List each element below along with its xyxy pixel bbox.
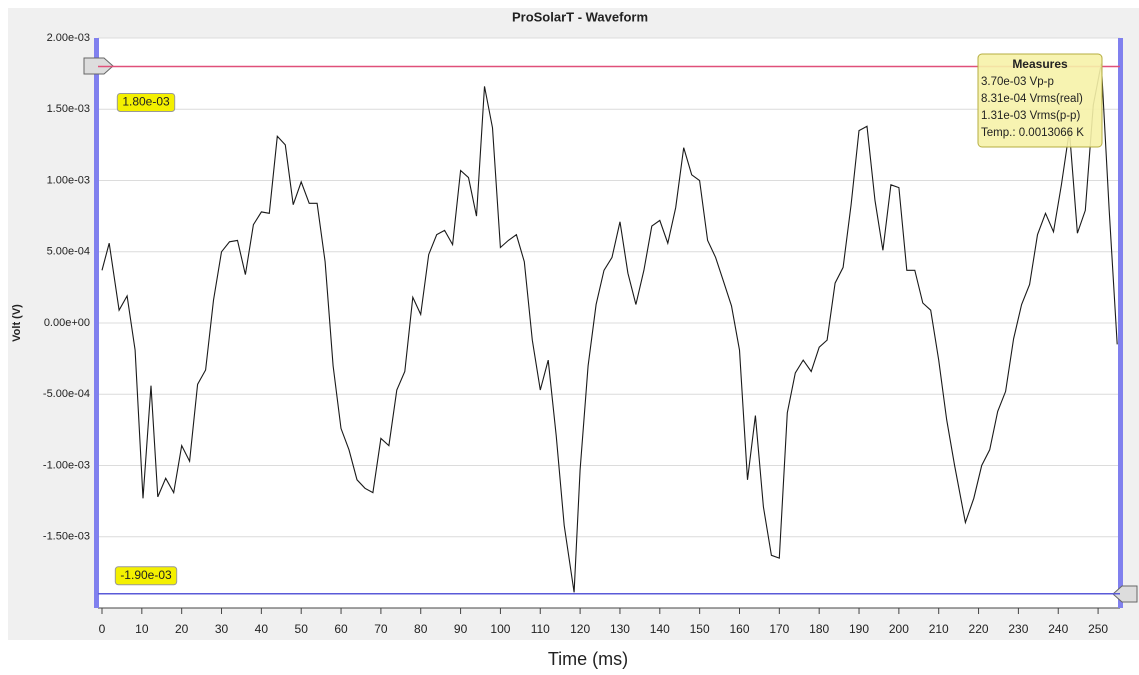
x-tick-label: 180 bbox=[809, 622, 829, 636]
y-tick-label: 5.00e-04 bbox=[47, 246, 90, 258]
grid: 2.00e-03 1.50e-03 1.00e-03 5.00e-04 0.00e+00… bbox=[43, 32, 1120, 636]
cursor-label: -1.90e-03 bbox=[120, 568, 172, 582]
y-tick-label: -5.00e-04 bbox=[43, 388, 90, 400]
x-tick-label: 190 bbox=[849, 622, 869, 636]
y-tick-label: -1.50e-03 bbox=[43, 531, 90, 543]
x-tick-label: 240 bbox=[1048, 622, 1068, 636]
y-tick-label: -1.00e-03 bbox=[43, 459, 90, 471]
measures-title: Measures bbox=[1012, 57, 1068, 71]
x-tick-label: 130 bbox=[610, 622, 630, 636]
x-tick-label: 120 bbox=[570, 622, 590, 636]
x-tick-label: 160 bbox=[729, 622, 749, 636]
x-tick-label: 220 bbox=[969, 622, 989, 636]
x-tick-label: 100 bbox=[490, 622, 510, 636]
y-tick-label: 1.50e-03 bbox=[47, 103, 90, 115]
x-tick-label: 50 bbox=[295, 622, 309, 636]
x-tick-label: 40 bbox=[255, 622, 269, 636]
y-tick-label: 2.00e-03 bbox=[47, 32, 90, 44]
x-tick-label: 200 bbox=[889, 622, 909, 636]
cursor-handle[interactable] bbox=[1112, 585, 1138, 603]
x-axis-label: Time (ms) bbox=[548, 649, 628, 669]
x-tick-label: 70 bbox=[374, 622, 388, 636]
chart-title: ProSolarT - Waveform bbox=[512, 9, 648, 24]
cursor-label-box bbox=[116, 93, 176, 112]
y-tick-label: 0.00e+00 bbox=[44, 317, 90, 329]
x-tick-label: 250 bbox=[1088, 622, 1108, 636]
right-cursor[interactable] bbox=[1118, 38, 1123, 608]
measures-box bbox=[977, 53, 1103, 148]
waveform-line bbox=[101, 63, 1118, 593]
measure-line: Temp.: 0.0013066 K bbox=[981, 127, 1084, 139]
marks bbox=[101, 63, 1118, 593]
cursor-label-box bbox=[114, 566, 178, 586]
left-cursor[interactable] bbox=[94, 38, 99, 608]
x-tick-label: 90 bbox=[454, 622, 468, 636]
x-tick-label: 0 bbox=[99, 622, 106, 636]
y-tick-label: 1.00e-03 bbox=[47, 174, 90, 186]
x-tick-label: 80 bbox=[414, 622, 428, 636]
measure-line: 1.31e-03 Vrms(p-p) bbox=[981, 110, 1080, 122]
overlays: 1.80e-03 -1.90e-03 Measures 3.70e-03 Vp-p 8.… bbox=[98, 53, 1120, 595]
x-tick-label: 150 bbox=[690, 622, 710, 636]
x-tick-label: 110 bbox=[531, 622, 550, 636]
measure-line: 3.70e-03 Vp-p bbox=[981, 76, 1054, 88]
measure-line: 8.31e-04 Vrms(real) bbox=[981, 93, 1083, 105]
x-tick-label: 20 bbox=[175, 622, 189, 636]
x-tick-label: 10 bbox=[135, 622, 149, 636]
x-tick-label: 60 bbox=[334, 622, 348, 636]
x-tick-label: 140 bbox=[650, 622, 670, 636]
x-tick-label: 210 bbox=[929, 622, 949, 636]
cursor-label: 1.80e-03 bbox=[122, 95, 170, 109]
x-tick-label: 30 bbox=[215, 622, 229, 636]
x-tick-label: 170 bbox=[769, 622, 789, 636]
y-axis-label: Volt (V) bbox=[11, 304, 23, 342]
x-tick-label: 230 bbox=[1008, 622, 1028, 636]
